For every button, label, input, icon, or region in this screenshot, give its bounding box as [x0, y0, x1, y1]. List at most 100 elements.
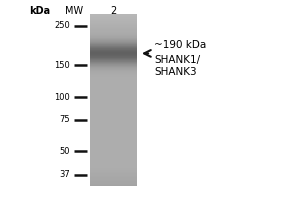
- Bar: [90, 183, 137, 184]
- Bar: [90, 104, 137, 105]
- Bar: [90, 76, 137, 77]
- Bar: [90, 69, 137, 70]
- Bar: [90, 52, 137, 53]
- Bar: [90, 126, 137, 127]
- Bar: [90, 152, 137, 153]
- Bar: [90, 51, 137, 52]
- Bar: [90, 27, 137, 28]
- Bar: [90, 109, 137, 110]
- Bar: [90, 113, 137, 114]
- Bar: [90, 142, 137, 143]
- Bar: [90, 40, 137, 41]
- Bar: [90, 154, 137, 155]
- Bar: [90, 75, 137, 76]
- Bar: [90, 173, 137, 174]
- Bar: [90, 159, 137, 160]
- Bar: [90, 172, 137, 173]
- Bar: [90, 136, 137, 137]
- Bar: [90, 134, 137, 135]
- Bar: [90, 97, 137, 98]
- Bar: [90, 45, 137, 46]
- Bar: [90, 184, 137, 185]
- Bar: [90, 65, 137, 66]
- Bar: [90, 180, 137, 181]
- Bar: [90, 73, 137, 74]
- Bar: [90, 16, 137, 17]
- Text: 2: 2: [110, 6, 116, 16]
- Text: kDa: kDa: [29, 6, 51, 16]
- Bar: [90, 127, 137, 128]
- Bar: [90, 56, 137, 57]
- Bar: [90, 94, 137, 95]
- Bar: [90, 89, 137, 90]
- Bar: [90, 96, 137, 97]
- Bar: [90, 21, 137, 22]
- Bar: [90, 78, 137, 79]
- Bar: [90, 88, 137, 89]
- Bar: [90, 17, 137, 18]
- Bar: [90, 181, 137, 182]
- Bar: [90, 130, 137, 131]
- Bar: [90, 35, 137, 36]
- Bar: [90, 54, 137, 55]
- Bar: [90, 141, 137, 142]
- Bar: [90, 182, 137, 183]
- Bar: [90, 50, 137, 51]
- Bar: [90, 147, 137, 148]
- Bar: [90, 175, 137, 176]
- Bar: [90, 185, 137, 186]
- Bar: [90, 118, 137, 119]
- Bar: [90, 68, 137, 69]
- Bar: [90, 83, 137, 84]
- Bar: [90, 164, 137, 165]
- Bar: [90, 108, 137, 109]
- Bar: [90, 143, 137, 144]
- Bar: [90, 24, 137, 25]
- Bar: [90, 120, 137, 121]
- Bar: [90, 133, 137, 134]
- Bar: [90, 70, 137, 71]
- Bar: [90, 39, 137, 40]
- Bar: [90, 102, 137, 103]
- Bar: [90, 105, 137, 106]
- Bar: [90, 57, 137, 58]
- Bar: [90, 47, 137, 48]
- Bar: [90, 144, 137, 145]
- Bar: [90, 67, 137, 68]
- Text: MW: MW: [65, 6, 83, 16]
- Bar: [90, 148, 137, 149]
- Bar: [90, 146, 137, 147]
- Bar: [90, 139, 137, 140]
- Bar: [90, 18, 137, 19]
- Bar: [90, 29, 137, 30]
- Bar: [90, 98, 137, 99]
- Bar: [90, 124, 137, 125]
- Bar: [90, 110, 137, 111]
- Bar: [90, 59, 137, 60]
- Bar: [90, 26, 137, 27]
- Bar: [90, 77, 137, 78]
- Text: 100: 100: [54, 93, 70, 102]
- Bar: [90, 79, 137, 80]
- Bar: [90, 93, 137, 94]
- Bar: [90, 111, 137, 112]
- Bar: [90, 115, 137, 116]
- Bar: [90, 162, 137, 163]
- Bar: [90, 32, 137, 33]
- Bar: [90, 60, 137, 61]
- Bar: [90, 169, 137, 170]
- Bar: [90, 15, 137, 16]
- Bar: [90, 131, 137, 132]
- Text: ~190 kDa: ~190 kDa: [154, 40, 206, 50]
- Bar: [90, 84, 137, 85]
- Bar: [90, 155, 137, 156]
- Bar: [90, 107, 137, 108]
- Bar: [90, 163, 137, 164]
- Bar: [90, 106, 137, 107]
- Bar: [90, 125, 137, 126]
- Bar: [90, 129, 137, 130]
- Bar: [90, 151, 137, 152]
- Bar: [90, 119, 137, 120]
- Bar: [90, 33, 137, 34]
- Bar: [90, 64, 137, 65]
